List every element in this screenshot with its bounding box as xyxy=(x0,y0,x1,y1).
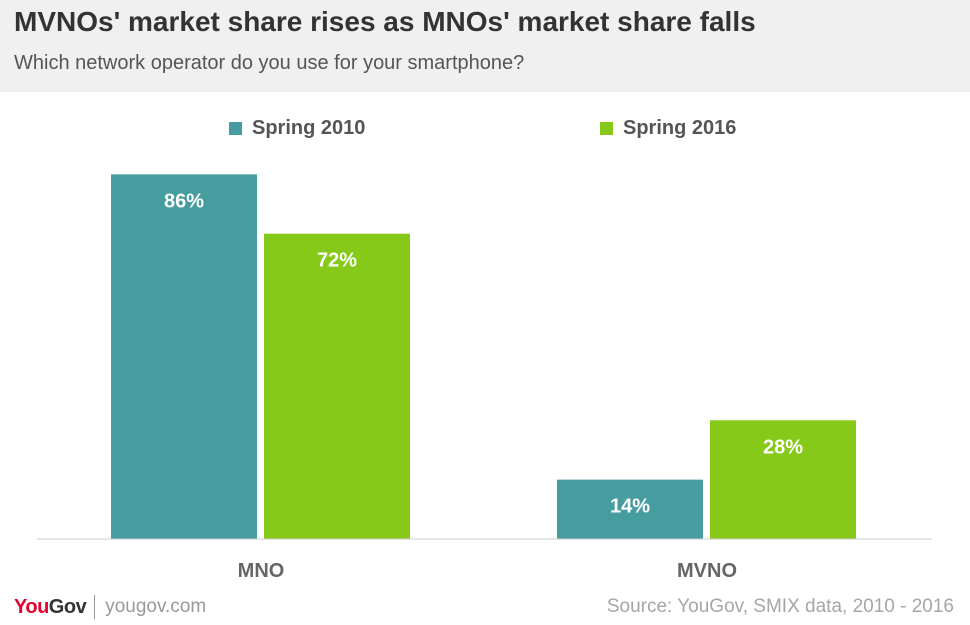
legend-item-spring-2010: Spring 2010 xyxy=(229,115,365,141)
legend-swatch-spring-2010 xyxy=(229,121,242,135)
brand-url: yougov.com xyxy=(105,596,207,617)
chart-subtitle: Which network operator do you use for yo… xyxy=(14,52,525,74)
brand-divider xyxy=(94,595,96,619)
source-note: Source: YouGov, SMIX data, 2010 - 2016 xyxy=(606,596,954,617)
bar-spring-2010-mvno xyxy=(557,479,703,539)
chart-header: MVNOs' market share rises as MNOs' marke… xyxy=(0,0,970,92)
yougov-brand: YouGov yougov.com xyxy=(14,594,206,620)
bar-spring-2010-mno xyxy=(111,174,257,540)
bar-spring-2016-mno xyxy=(264,233,410,539)
data-label-spring-2010-mvno: 14% xyxy=(610,496,650,518)
category-label-mvno: MVNO xyxy=(677,560,737,582)
bar-spring-2016-mvno xyxy=(710,420,856,539)
category-label-mno: MNO xyxy=(238,560,285,582)
legend-label-spring-2010: Spring 2010 xyxy=(252,116,366,139)
legend-label-spring-2016: Spring 2016 xyxy=(623,116,737,139)
data-label-spring-2016-mvno: 28% xyxy=(763,436,803,458)
legend-swatch-spring-2016 xyxy=(600,121,613,135)
legend-item-spring-2016: Spring 2016 xyxy=(600,115,736,141)
data-label-spring-2016-mno: 72% xyxy=(317,250,357,272)
chart-title: MVNOs' market share rises as MNOs' marke… xyxy=(14,6,756,37)
yougov-logo: YouGov xyxy=(14,595,87,618)
data-label-spring-2010-mno: 86% xyxy=(164,190,204,212)
